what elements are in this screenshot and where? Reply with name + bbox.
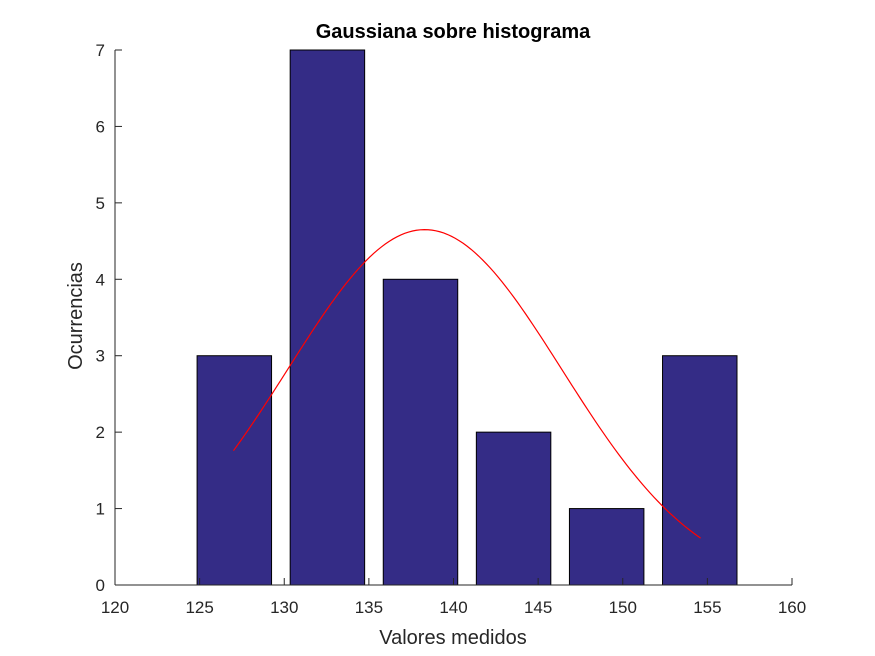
x-axis-label: Valores medidos [379, 627, 526, 649]
x-tick-label: 125 [185, 598, 213, 617]
chart-title: Gaussiana sobre histograma [316, 21, 591, 43]
x-tick-label: 150 [609, 598, 637, 617]
x-tick-label: 155 [693, 598, 721, 617]
histogram-bar [568, 508, 645, 586]
histogram-bar [196, 355, 273, 586]
y-axis-label: Ocurrencias [65, 262, 87, 370]
x-tick-label: 135 [355, 598, 383, 617]
histogram-bar [289, 49, 366, 586]
y-tick-label: 7 [96, 41, 105, 60]
y-axis: 0 1 2 3 4 5 6 7 [96, 41, 122, 595]
x-axis: 120 125 130 135 140 145 150 155 160 [101, 578, 806, 617]
y-tick-label: 4 [96, 270, 105, 289]
x-tick-label: 130 [270, 598, 298, 617]
y-tick-label: 1 [96, 500, 105, 519]
histogram-bar [662, 355, 738, 586]
histogram-bar [382, 278, 459, 586]
histogram-bar [475, 431, 552, 586]
plot-area [196, 49, 738, 586]
x-tick-label: 140 [439, 598, 467, 617]
y-tick-label: 6 [96, 117, 105, 136]
x-tick-label: 120 [101, 598, 129, 617]
y-tick-label: 0 [96, 576, 105, 595]
gaussian-curve [232, 229, 701, 539]
y-tick-label: 3 [96, 347, 105, 366]
x-tick-label: 160 [778, 598, 806, 617]
y-tick-label: 2 [96, 423, 105, 442]
y-tick-label: 5 [96, 194, 105, 213]
x-tick-label: 145 [524, 598, 552, 617]
